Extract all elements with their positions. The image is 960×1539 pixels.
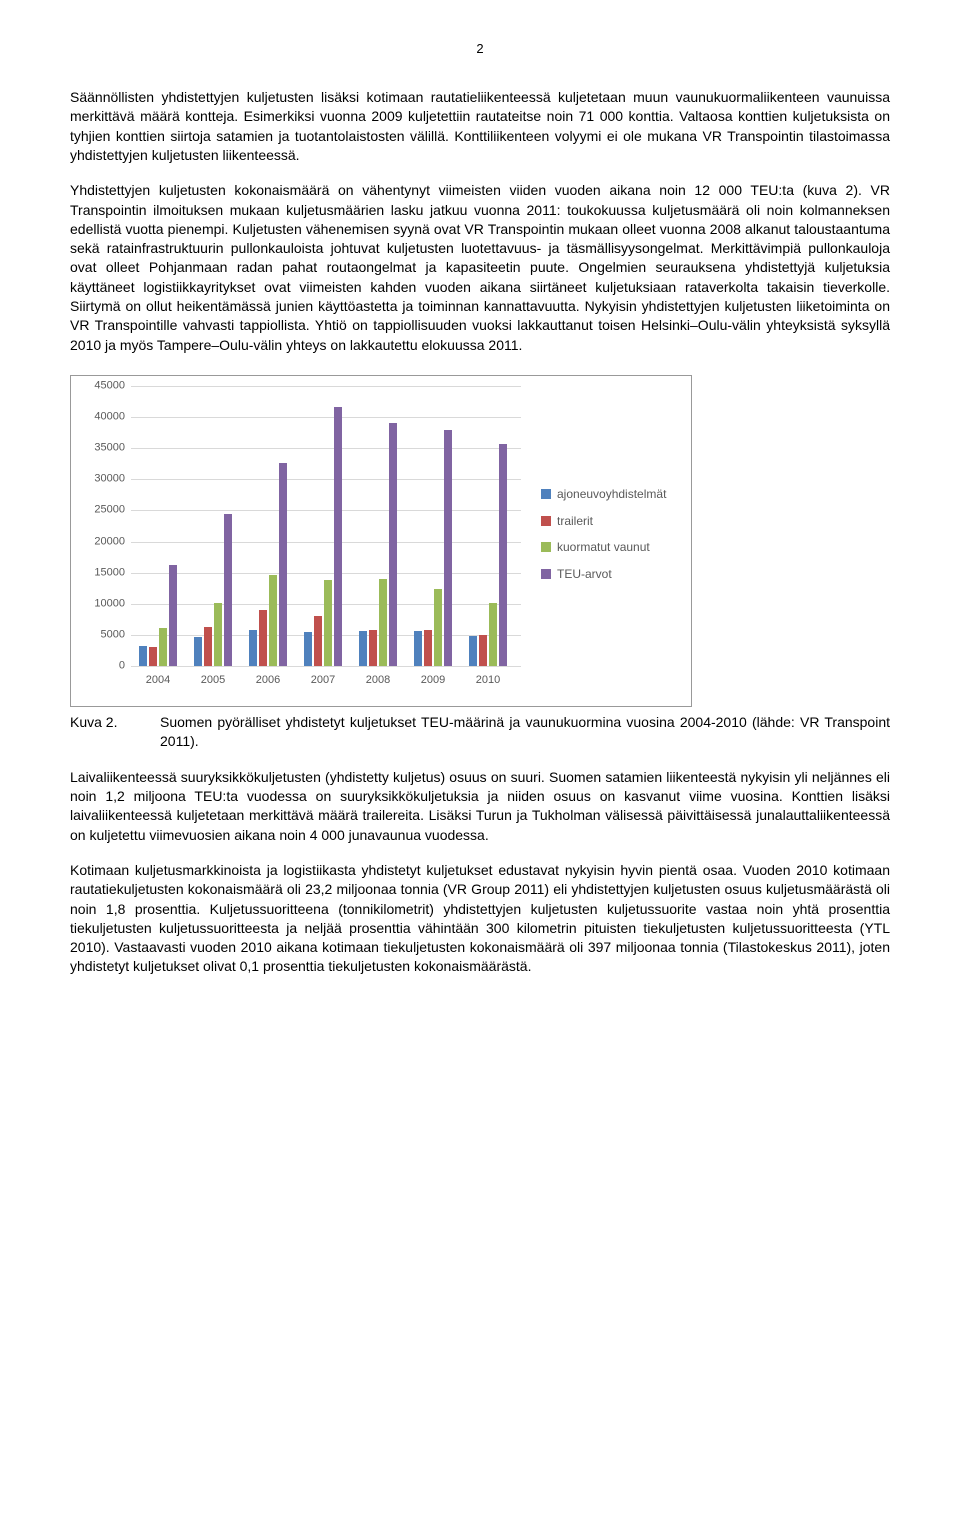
chart-bar bbox=[369, 630, 377, 666]
page-number: 2 bbox=[70, 40, 890, 58]
chart-x-tick-label: 2005 bbox=[201, 673, 225, 688]
chart-legend-swatch bbox=[541, 569, 551, 579]
chart-bar bbox=[159, 628, 167, 666]
chart-y-tick-label: 20000 bbox=[83, 534, 125, 549]
chart-legend-item: ajoneuvoyhdistelmät bbox=[541, 486, 666, 503]
chart-gridline bbox=[131, 417, 521, 418]
paragraph-2: Yhdistettyjen kuljetusten kokonaismäärä … bbox=[70, 181, 890, 355]
chart-y-tick-label: 0 bbox=[83, 658, 125, 673]
chart-bar bbox=[469, 636, 477, 666]
chart-gridline bbox=[131, 479, 521, 480]
chart-bar bbox=[379, 579, 387, 666]
chart-bar bbox=[324, 580, 332, 666]
chart-bar bbox=[444, 430, 452, 666]
paragraph-1: Säännöllisten yhdistettyjen kuljetusten … bbox=[70, 88, 890, 165]
chart-x-tick-label: 2008 bbox=[366, 673, 390, 688]
chart-legend-swatch bbox=[541, 516, 551, 526]
chart-bar bbox=[224, 514, 232, 666]
chart-y-tick-label: 30000 bbox=[83, 472, 125, 487]
chart-bar bbox=[359, 631, 367, 666]
chart-bar bbox=[259, 610, 267, 666]
chart-bar bbox=[334, 407, 342, 666]
chart-y-tick-label: 10000 bbox=[83, 596, 125, 611]
chart-gridline bbox=[131, 573, 521, 574]
chart-figure-2: 0 5000 10000 15000 20000 25000 30000 35000 40000… bbox=[70, 375, 692, 707]
chart-gridline bbox=[131, 386, 521, 387]
chart-bar bbox=[269, 575, 277, 666]
chart-bar bbox=[249, 630, 257, 666]
chart-bar bbox=[314, 616, 322, 666]
paragraph-3: Laivaliikenteessä suuryksikkökuljetusten… bbox=[70, 768, 890, 845]
chart-gridline bbox=[131, 666, 521, 667]
chart-y-tick-label: 25000 bbox=[83, 503, 125, 518]
chart-bar bbox=[149, 647, 157, 666]
figure-caption-label: Kuva 2. bbox=[70, 713, 160, 752]
chart-legend-item: kuormatut vaunut bbox=[541, 539, 666, 556]
page-container: 2 Säännöllisten yhdistettyjen kuljetuste… bbox=[0, 0, 960, 1033]
chart-gridline bbox=[131, 510, 521, 511]
chart-legend: ajoneuvoyhdistelmät trailerit kuormatut va… bbox=[541, 486, 666, 592]
chart-bar bbox=[139, 646, 147, 666]
chart-y-tick-label: 35000 bbox=[83, 441, 125, 456]
chart-y-tick-label: 40000 bbox=[83, 410, 125, 425]
chart-bar bbox=[204, 627, 212, 666]
chart-legend-label: kuormatut vaunut bbox=[557, 539, 650, 556]
chart-legend-label: trailerit bbox=[557, 513, 593, 530]
chart-y-tick-label: 5000 bbox=[83, 627, 125, 642]
chart-bar bbox=[194, 637, 202, 666]
paragraph-4: Kotimaan kuljetusmarkkinoista ja logisti… bbox=[70, 861, 890, 977]
chart-y-tick-label: 15000 bbox=[83, 565, 125, 580]
chart-legend-label: TEU-arvot bbox=[557, 566, 612, 583]
chart-bar bbox=[279, 463, 287, 666]
chart-legend-label: ajoneuvoyhdistelmät bbox=[557, 486, 666, 503]
chart-bar bbox=[424, 630, 432, 666]
chart-x-tick-label: 2007 bbox=[311, 673, 335, 688]
figure-caption: Kuva 2. Suomen pyörälliset yhdistetyt ku… bbox=[70, 713, 890, 752]
chart-x-tick-label: 2009 bbox=[421, 673, 445, 688]
chart-gridline bbox=[131, 448, 521, 449]
chart-legend-item: TEU-arvot bbox=[541, 566, 666, 583]
chart-bar bbox=[489, 603, 497, 666]
chart-bar bbox=[389, 423, 397, 666]
chart-plot-area: 0500010000150002000025000300003500040000… bbox=[131, 386, 521, 666]
chart-bar bbox=[414, 631, 422, 666]
chart-legend-swatch bbox=[541, 542, 551, 552]
chart-bar bbox=[214, 603, 222, 666]
chart-bar bbox=[434, 589, 442, 666]
chart-bar bbox=[479, 635, 487, 666]
chart-legend-swatch bbox=[541, 489, 551, 499]
chart-gridline bbox=[131, 542, 521, 543]
chart-bar bbox=[304, 632, 312, 666]
chart-x-tick-label: 2006 bbox=[256, 673, 280, 688]
chart-x-tick-label: 2004 bbox=[146, 673, 170, 688]
chart-y-tick-label: 45000 bbox=[83, 378, 125, 393]
chart-legend-item: trailerit bbox=[541, 513, 666, 530]
figure-caption-text: Suomen pyörälliset yhdistetyt kuljetukse… bbox=[160, 713, 890, 752]
chart-x-tick-label: 2010 bbox=[476, 673, 500, 688]
chart-bar bbox=[169, 565, 177, 666]
chart-bar bbox=[499, 444, 507, 666]
